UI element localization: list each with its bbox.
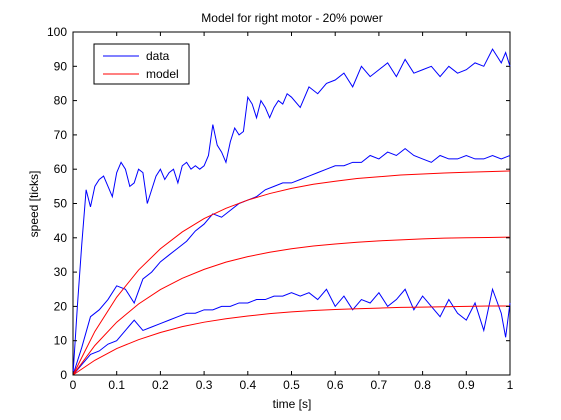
y-tick-label: 20	[54, 299, 68, 313]
y-tick-label: 50	[54, 197, 68, 211]
legend: data model	[93, 43, 190, 85]
x-tick-label: 0.6	[327, 378, 344, 392]
axes-box	[72, 31, 511, 376]
y-tick-label: 70	[54, 128, 68, 142]
legend-label-model: model	[146, 67, 179, 81]
chart-title: Model for right motor - 20% power	[201, 11, 382, 25]
x-tick-label: 0.3	[196, 378, 213, 392]
series-data-line-0	[72, 48, 511, 376]
y-tick-label: 30	[54, 265, 68, 279]
plot-area	[72, 31, 511, 376]
x-tick-label: 0.5	[283, 378, 300, 392]
x-tick-label: 0.9	[458, 378, 475, 392]
x-tick-label: 0.2	[152, 378, 169, 392]
y-tick-label: 100	[47, 25, 67, 39]
series-data-line-2	[72, 287, 511, 376]
y-axis-label: speed [ticks]	[27, 171, 41, 238]
legend-label-data: data	[146, 49, 170, 63]
x-tick-label: 0.8	[414, 378, 431, 392]
x-tick-label: 1	[507, 378, 514, 392]
series-model-line-5	[72, 305, 510, 376]
legend-box	[93, 43, 190, 85]
x-tick-label: 0.1	[108, 378, 125, 392]
x-tick-label: 0.7	[371, 378, 388, 392]
series-model-line-3	[72, 170, 511, 376]
y-tick-label: 0	[60, 368, 67, 382]
series-data-line-1	[72, 147, 511, 376]
y-tick-label: 40	[54, 231, 68, 245]
x-axis-ticks: 0 0.1 0.2 0.3 0.4 0.5 0.6 0.7 0.8 0.9 1	[70, 32, 514, 392]
y-tick-label: 10	[54, 334, 68, 348]
series-layer	[72, 48, 511, 376]
y-axis-ticks: 0 10 20 30 40 50 60 70 80 90 100	[47, 25, 510, 382]
x-tick-label: 0	[70, 378, 77, 392]
y-tick-label: 90	[54, 59, 68, 73]
series-model-line-4	[72, 236, 511, 376]
x-tick-label: 0.4	[239, 378, 256, 392]
x-axis-label: time [s]	[273, 397, 312, 411]
y-tick-label: 80	[54, 94, 68, 108]
y-tick-label: 60	[54, 162, 68, 176]
